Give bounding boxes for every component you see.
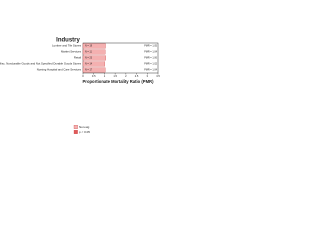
page: {"chart_data": {"type": "bar", "orientat… [0,0,162,135]
y-tick-label: Misc. Nondurable Goods and Not Specified… [0,62,82,66]
chart: Industry Proportionate Mortality Ratio (… [0,38,160,134]
x-tick-label: 0.5 [92,74,96,78]
legend-label: p < 0.05 [79,130,90,134]
x-tick-label: 2 [125,74,127,78]
x-tick-label: 2.5 [135,74,139,78]
y-tick-label: Lumber and Tile Stores [52,44,82,48]
value-label: PMR = 1.06 [144,57,157,60]
x-tick-label: 1 [104,74,106,78]
y-tick-label: Retail [74,56,82,60]
bar [82,49,106,55]
count-label: N = 14 [85,63,93,66]
value-label: PMR = 1.04 [144,51,157,54]
bar [82,61,106,67]
count-label: N = 23 [85,57,93,60]
bar [82,55,106,61]
x-tick-label: 3.5 [156,74,160,78]
x-tick-label: 3 [147,74,149,78]
bar [82,43,106,49]
bar [82,67,106,73]
count-label: N = 19 [85,45,93,48]
count-label: N = 11 [85,51,93,54]
x-axis-title: Proportionate Mortality Ratio (PMR) [83,79,155,84]
y-tick-label: Nursing Hospital and Care Services [37,68,82,72]
value-label: PMR = 1.04 [144,69,157,72]
legend-label: Non-sig [79,125,90,129]
y-tick-label: Market Services [61,50,82,54]
x-tick-label: 0 [82,74,84,78]
count-label: N = 17 [85,69,93,72]
x-tick-label: 1.5 [113,74,117,78]
chart-title: Industry [56,38,80,44]
value-label: PMR = 1.05 [144,45,157,48]
legend-swatch [73,130,78,134]
legend-swatch [73,125,78,129]
value-label: PMR = 1.02 [144,63,157,66]
